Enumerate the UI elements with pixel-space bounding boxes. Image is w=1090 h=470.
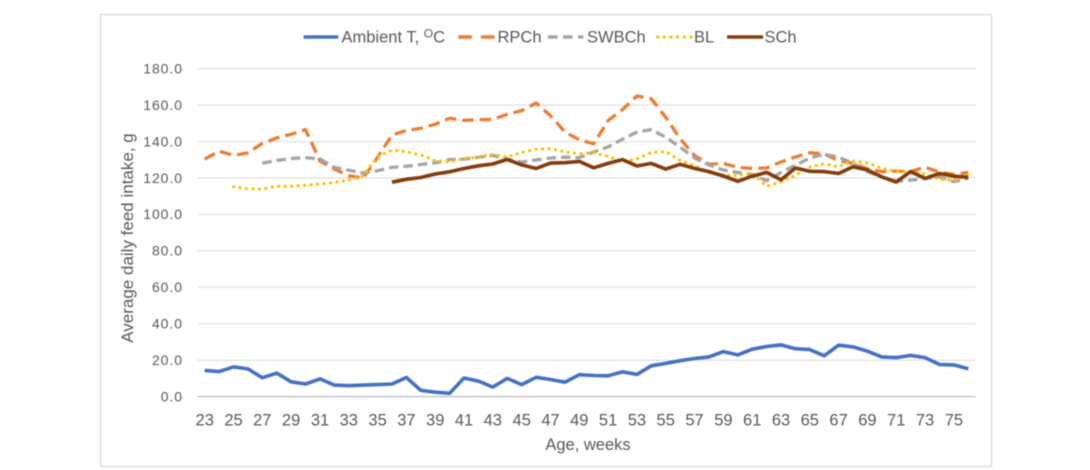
svg-text:180.0: 180.0 xyxy=(143,61,183,77)
svg-text:31: 31 xyxy=(311,412,329,430)
svg-text:47: 47 xyxy=(541,412,559,430)
svg-text:41: 41 xyxy=(455,412,473,430)
svg-text:Ambient T, OC: Ambient T, OC xyxy=(342,27,446,47)
svg-text:55: 55 xyxy=(657,412,675,430)
svg-text:39: 39 xyxy=(426,412,444,430)
svg-text:45: 45 xyxy=(513,412,531,430)
svg-text:SCh: SCh xyxy=(765,29,797,47)
svg-text:57: 57 xyxy=(685,412,703,430)
svg-text:49: 49 xyxy=(570,412,588,430)
svg-text:37: 37 xyxy=(397,412,415,430)
svg-text:65: 65 xyxy=(801,412,819,430)
svg-text:35: 35 xyxy=(368,412,386,430)
svg-text:67: 67 xyxy=(829,412,847,430)
svg-text:RPCh: RPCh xyxy=(498,29,542,47)
svg-text:23: 23 xyxy=(196,412,214,430)
svg-text:140.0: 140.0 xyxy=(143,133,183,149)
svg-text:73: 73 xyxy=(916,412,934,430)
svg-text:59: 59 xyxy=(714,412,732,430)
svg-text:100.0: 100.0 xyxy=(143,206,183,222)
svg-text:43: 43 xyxy=(484,412,502,430)
svg-text:25: 25 xyxy=(224,412,242,430)
svg-text:69: 69 xyxy=(858,412,876,430)
svg-text:27: 27 xyxy=(253,412,271,430)
svg-text:51: 51 xyxy=(599,412,617,430)
svg-text:Age, weeks: Age, weeks xyxy=(545,436,630,454)
svg-text:61: 61 xyxy=(743,412,761,430)
svg-text:75: 75 xyxy=(945,412,963,430)
svg-text:29: 29 xyxy=(282,412,300,430)
svg-text:80.0: 80.0 xyxy=(152,243,183,259)
svg-text:40.0: 40.0 xyxy=(152,316,183,332)
svg-text:60.0: 60.0 xyxy=(152,279,183,295)
svg-text:71: 71 xyxy=(887,412,905,430)
svg-text:63: 63 xyxy=(772,412,790,430)
svg-text:SWBCh: SWBCh xyxy=(587,29,646,47)
svg-text:33: 33 xyxy=(340,412,358,430)
svg-text:BL: BL xyxy=(694,29,714,47)
svg-text:120.0: 120.0 xyxy=(143,170,183,186)
svg-text:20.0: 20.0 xyxy=(152,352,183,368)
svg-text:160.0: 160.0 xyxy=(143,97,183,113)
svg-text:53: 53 xyxy=(628,412,646,430)
svg-text:0.0: 0.0 xyxy=(161,388,183,404)
svg-text:Average daily feed intake, g: Average daily feed intake, g xyxy=(118,133,137,343)
